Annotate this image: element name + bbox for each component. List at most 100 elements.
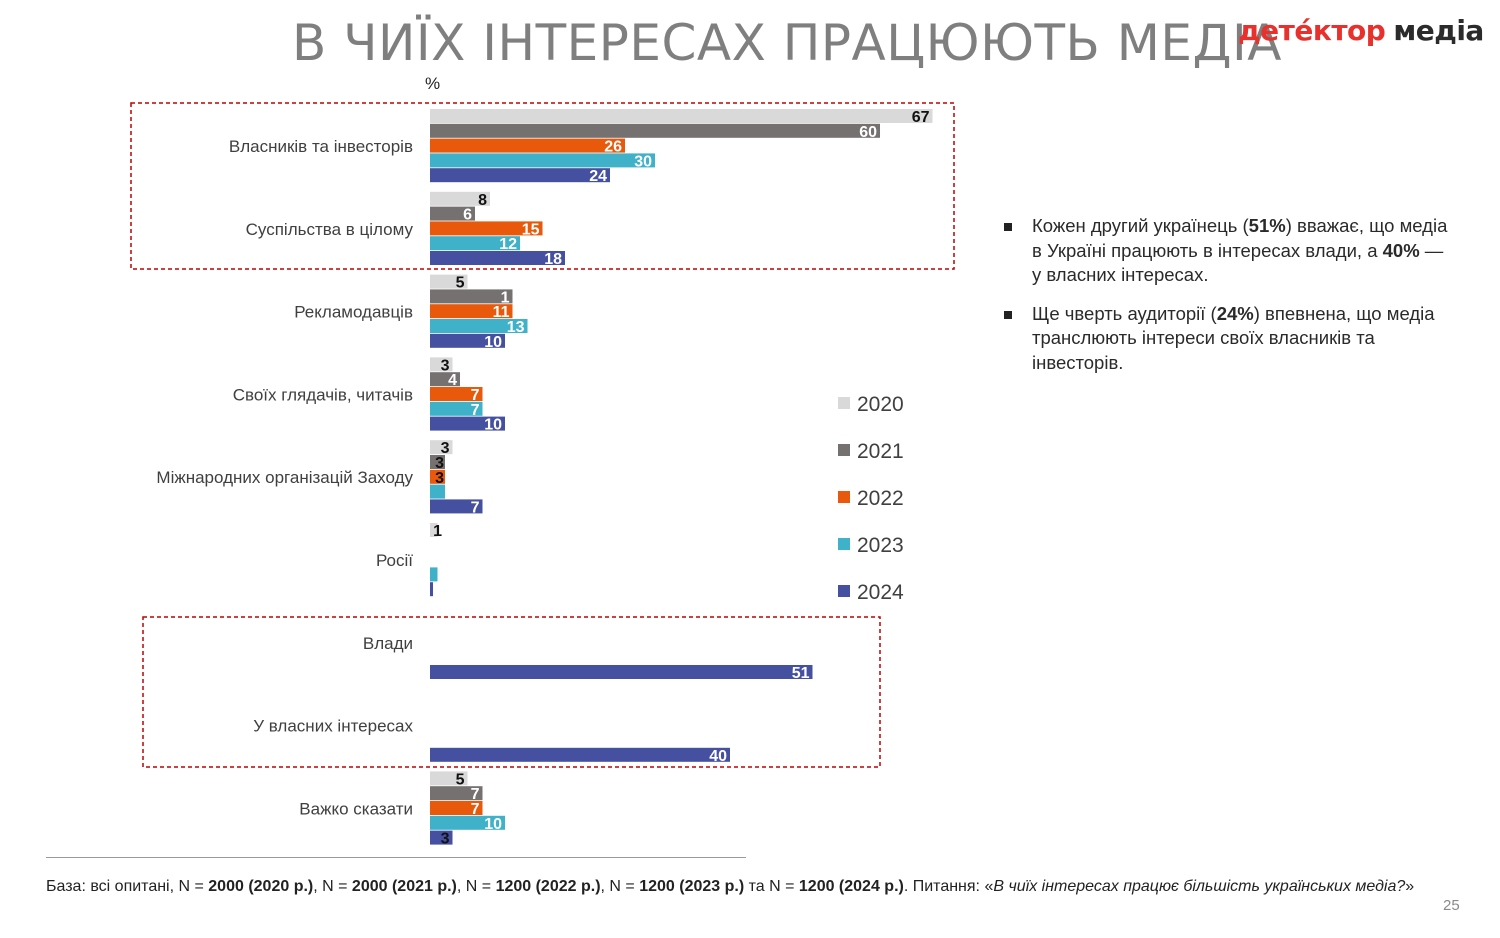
- bar-2023: [430, 484, 445, 499]
- value-label: 1: [501, 289, 510, 306]
- bar-2021: [430, 372, 460, 387]
- bar-2024: [430, 747, 730, 762]
- bar-2023: [430, 319, 528, 333]
- bar-2024: [430, 251, 565, 265]
- category-label: Рекламодавців: [294, 303, 413, 322]
- value-label: 67: [912, 109, 930, 126]
- category-label: У власних інтересах: [253, 717, 413, 736]
- bar-2020: [430, 274, 468, 289]
- value-label: 10: [484, 334, 502, 351]
- legend-swatch-2023: [838, 538, 850, 550]
- bar-chart: Власників та інвесторів6760263024Суспіль…: [130, 102, 955, 848]
- bar-2020: [430, 191, 490, 206]
- logo-part-2: медіа: [1393, 14, 1484, 47]
- value-label: 7: [471, 786, 480, 803]
- bar-2023: [430, 815, 505, 830]
- value-label: 3: [435, 455, 444, 472]
- value-label: 11: [493, 304, 510, 321]
- value-label: 26: [604, 139, 622, 156]
- bar-2022: [430, 304, 513, 319]
- highlight-box-bottom: [142, 616, 881, 768]
- category-label: Власників та інвесторів: [229, 137, 413, 156]
- bar-2021: [430, 786, 483, 801]
- category-label: Міжнародних організацій Заходу: [156, 468, 413, 487]
- value-label: 51: [792, 665, 810, 682]
- highlight-box-top: [130, 102, 955, 270]
- bar-2021: [430, 289, 513, 304]
- legend-swatch-2020: [838, 397, 850, 409]
- bar-2024: [430, 665, 813, 679]
- bar-2024: [430, 333, 505, 348]
- bullet-square-icon: [1004, 223, 1012, 231]
- value-label: 7: [471, 387, 480, 404]
- value-label: 40: [709, 748, 727, 765]
- value-label: 7: [471, 801, 480, 818]
- bar-2021: [430, 123, 880, 138]
- footer-divider: [46, 857, 746, 858]
- value-label: 18: [544, 251, 562, 268]
- value-label: 12: [499, 236, 517, 253]
- finding-text: Кожен другий українець (51%) вважає, що …: [1032, 215, 1448, 285]
- value-label: 6: [463, 207, 472, 224]
- finding-2: Ще чверть аудиторії (24%) впевнена, що м…: [1000, 302, 1450, 376]
- value-label: 4: [448, 372, 457, 389]
- category-label: Росії: [376, 551, 413, 570]
- bar-2021: [430, 455, 445, 469]
- bar-2020: [430, 109, 933, 123]
- legend-label-2024: 2024: [857, 581, 904, 604]
- bar-2023: [430, 236, 520, 251]
- bar-2020: [430, 440, 453, 455]
- bar-2024: [430, 830, 453, 845]
- value-label: 8: [478, 192, 487, 209]
- value-label: 10: [484, 816, 502, 833]
- value-label: 13: [507, 319, 525, 336]
- value-label: 10: [484, 417, 502, 434]
- value-label: 5: [456, 771, 465, 788]
- bar-2021: [430, 206, 475, 221]
- bar-2024: [430, 416, 505, 431]
- bullet-square-icon: [1004, 310, 1012, 319]
- value-label: 3: [441, 440, 450, 457]
- bar-2020: [430, 771, 468, 786]
- footnote-base: База: всі опитані, N = 2000 (2020 р.), N…: [46, 878, 1415, 895]
- value-label: 30: [634, 153, 652, 170]
- value-label: 60: [859, 124, 877, 141]
- bar-2023: [430, 153, 655, 168]
- category-label: Влади: [363, 634, 413, 653]
- value-label: 3: [441, 357, 450, 374]
- category-label: Важко сказати: [299, 799, 413, 818]
- finding-text: Ще чверть аудиторії (24%) впевнена, що м…: [1032, 302, 1435, 373]
- logo-part-1: детéктор: [1238, 14, 1386, 47]
- bar-2022: [430, 469, 445, 484]
- legend-label-2020: 2020: [857, 393, 904, 416]
- value-label: 7: [471, 499, 480, 516]
- finding-1: Кожен другий українець (51%) вважає, що …: [1000, 214, 1450, 288]
- bar-2024: [430, 582, 433, 597]
- value-label: 1: [433, 523, 442, 540]
- bar-2022: [430, 801, 483, 815]
- value-label: 5: [456, 275, 465, 292]
- legend-swatch-2024: [838, 585, 850, 597]
- bar-2020: [430, 523, 438, 537]
- bar-2024: [430, 499, 483, 514]
- bar-2022: [430, 387, 483, 401]
- bar-2022: [430, 221, 543, 236]
- bar-2023: [430, 401, 483, 416]
- key-findings: Кожен другий українець (51%) вважає, що …: [1000, 214, 1450, 389]
- value-label: 7: [471, 402, 480, 419]
- legend-label-2023: 2023: [857, 534, 904, 557]
- brand-logo: детéктор медіа: [1238, 14, 1484, 47]
- value-label: 15: [522, 221, 540, 238]
- legend-label-2022: 2022: [857, 487, 904, 510]
- legend-label-2021: 2021: [857, 440, 904, 463]
- bar-2023: [430, 567, 438, 582]
- bar-2024: [430, 168, 610, 183]
- bar-2020: [430, 357, 453, 372]
- category-label: Своїх глядачів, читачів: [233, 385, 413, 404]
- chart-unit-label: %: [425, 74, 441, 93]
- value-label: 3: [435, 470, 444, 487]
- bar-2022: [430, 138, 625, 153]
- page-number: 25: [1443, 897, 1460, 914]
- page-title: В ЧИЇХ ІНТЕРЕСАХ ПРАЦЮЮТЬ МЕДІА: [292, 14, 1282, 72]
- legend-swatch-2021: [838, 444, 850, 456]
